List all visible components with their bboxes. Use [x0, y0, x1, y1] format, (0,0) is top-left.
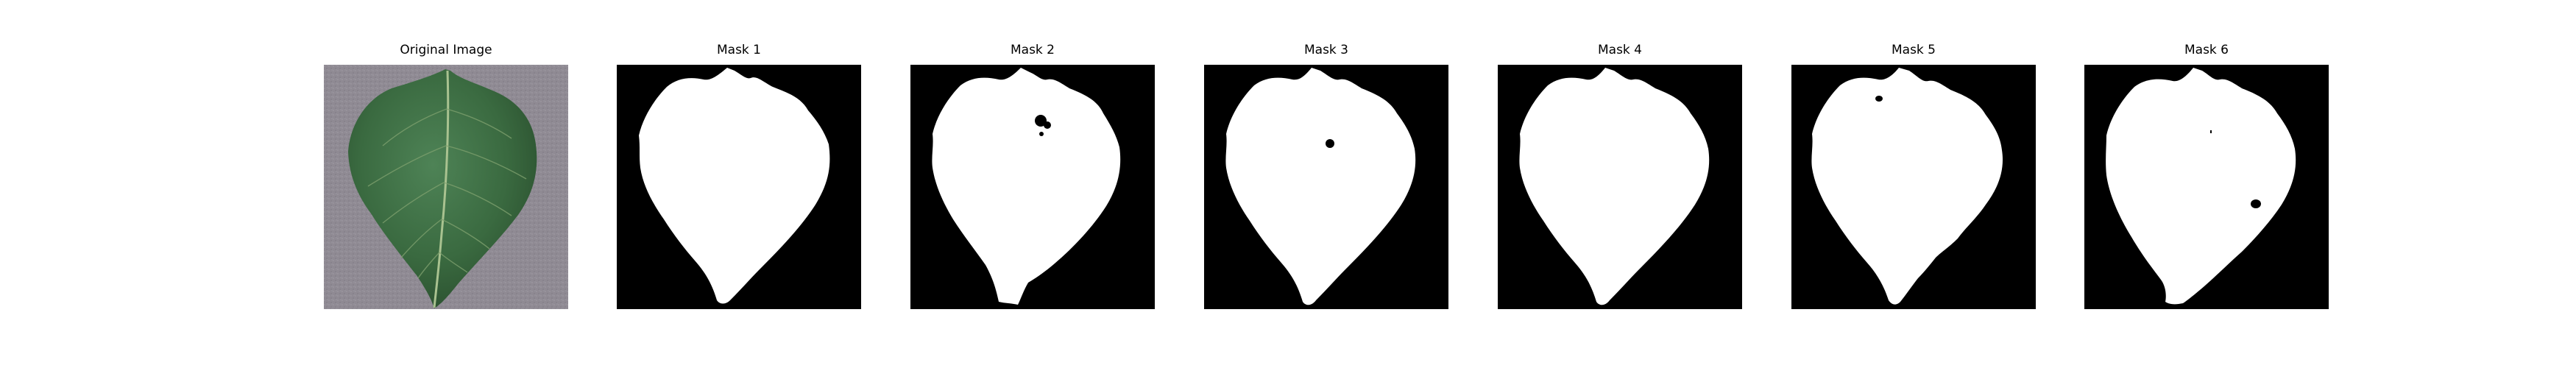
panel-title: Mask 2 — [1010, 43, 1055, 57]
panel-title: Mask 3 — [1303, 43, 1348, 57]
panel-title: Original Image — [400, 43, 492, 57]
mask-2-image — [910, 65, 1155, 309]
mask-4-image — [1498, 65, 1742, 309]
mask-3-image — [1204, 65, 1448, 309]
mask-1-image — [617, 65, 861, 309]
mask-6-image — [2084, 65, 2329, 309]
panel-title: Mask 4 — [1597, 43, 1642, 57]
original-leaf-photo — [324, 65, 568, 309]
panel-title: Mask 5 — [1891, 43, 1936, 57]
panel-title: Mask 6 — [2184, 43, 2229, 57]
mask-5-image — [1791, 65, 2036, 309]
panel-title: Mask 1 — [716, 43, 761, 57]
